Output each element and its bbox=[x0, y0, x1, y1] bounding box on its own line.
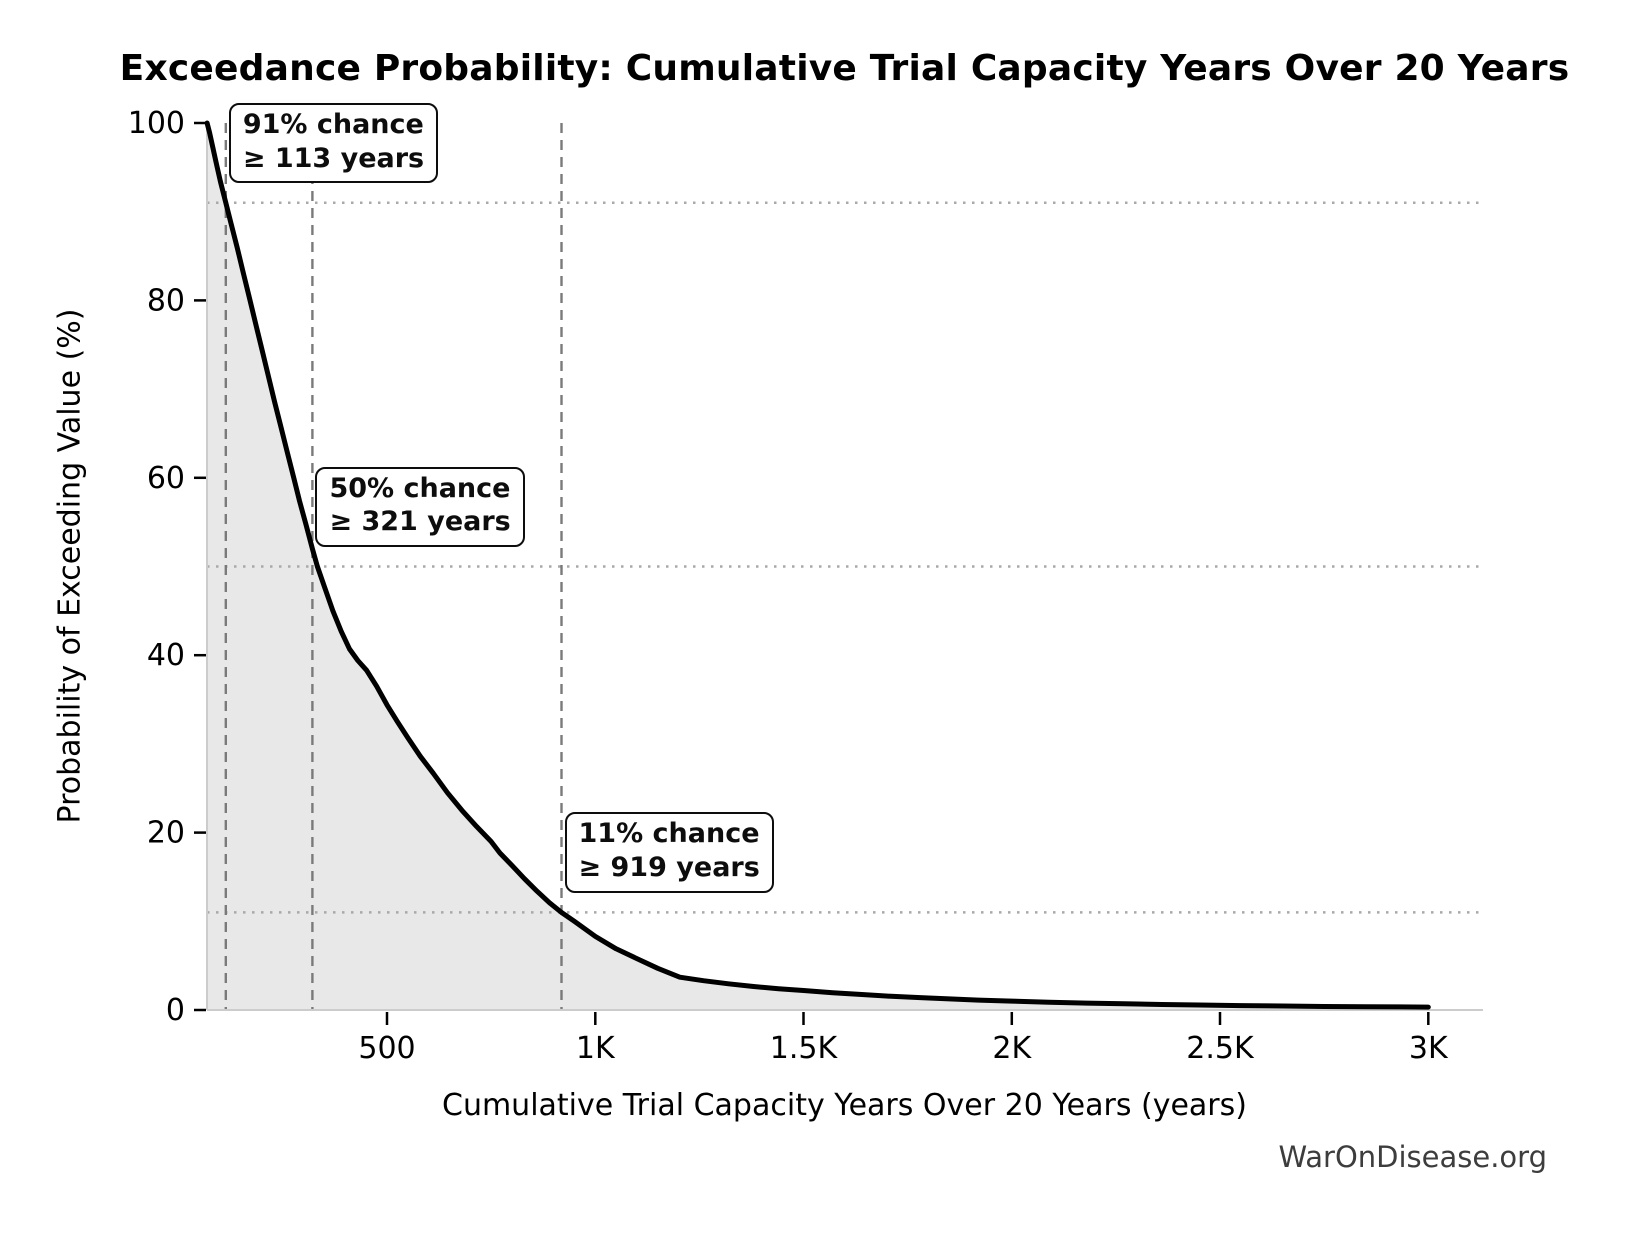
annotation-50pct: 50% chance ≥ 321 years bbox=[315, 466, 525, 547]
annotation-chance-text: 91% chance bbox=[242, 108, 424, 140]
x-tick-label: 2.5K bbox=[1186, 1031, 1255, 1066]
watermark-text: WarOnDisease.org bbox=[1278, 1140, 1547, 1174]
annotation-years-text: ≥ 113 years bbox=[242, 142, 425, 174]
x-tick-label: 2K bbox=[992, 1031, 1032, 1066]
x-tick-label: 1.5K bbox=[770, 1031, 839, 1066]
annotation-11pct: 11% chance ≥ 919 years bbox=[564, 812, 774, 893]
annotation-chance-text: 11% chance bbox=[578, 818, 760, 850]
annotation-years-text: ≥ 321 years bbox=[329, 506, 511, 538]
x-tick-label: 3K bbox=[1409, 1031, 1449, 1066]
x-axis-label: Cumulative Trial Capacity Years Over 20 … bbox=[442, 1088, 1247, 1123]
x-tick-label: 500 bbox=[358, 1031, 415, 1066]
y-tick-label: 20 bbox=[147, 816, 185, 851]
y-tick-label: 60 bbox=[147, 461, 185, 496]
annotation-years-text: ≥ 919 years bbox=[578, 852, 760, 884]
y-tick-label: 80 bbox=[147, 283, 185, 318]
y-tick-label: 100 bbox=[128, 106, 185, 141]
annotation-chance-text: 50% chance bbox=[329, 472, 511, 504]
y-tick-label: 40 bbox=[147, 638, 185, 673]
y-axis-label: Probability of Exceeding Value (%) bbox=[52, 308, 88, 824]
x-tick-label: 1K bbox=[576, 1031, 616, 1066]
chart-title: Exceedance Probability: Cumulative Trial… bbox=[119, 48, 1570, 89]
y-tick-label: 0 bbox=[166, 993, 185, 1028]
annotation-91pct: 91% chance ≥ 113 years bbox=[228, 102, 439, 184]
area-fill bbox=[207, 123, 1429, 1010]
exceedance-curve bbox=[204, 120, 1431, 1010]
